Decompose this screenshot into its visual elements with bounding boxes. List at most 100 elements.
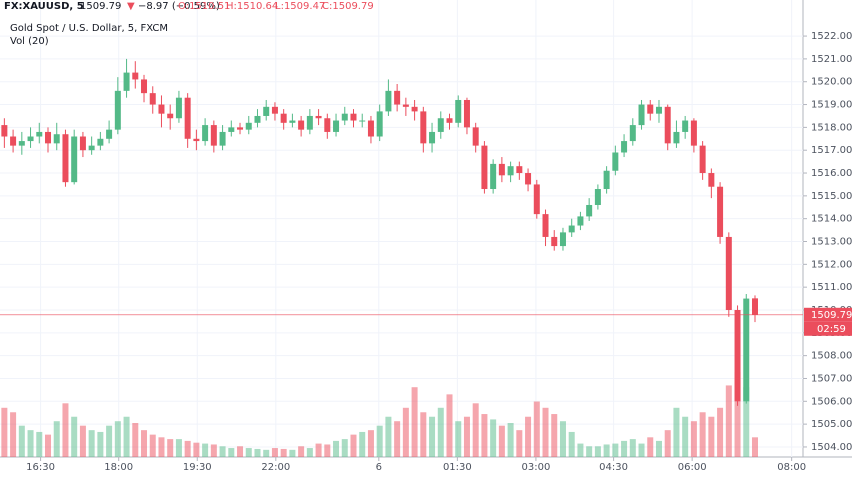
volume-bar: [298, 446, 305, 457]
low: L:1509.47: [275, 1, 325, 12]
candle-body: [411, 106, 418, 112]
candle-body: [420, 111, 427, 144]
volume-bar: [45, 434, 52, 457]
volume-bar: [429, 416, 436, 457]
volume-bar: [603, 444, 610, 457]
candle-body: [516, 166, 523, 174]
volume-bar: [123, 416, 130, 457]
candle-body: [367, 120, 374, 137]
volume-bar: [586, 446, 593, 457]
volume-bar: [315, 443, 322, 457]
volume-bar: [1, 407, 8, 457]
candle-body: [79, 136, 86, 151]
volume-bar: [62, 403, 69, 457]
candles: [0, 58, 803, 406]
volume-bar: [36, 431, 43, 457]
candle-body: [734, 309, 741, 402]
volume-bar: [682, 416, 689, 457]
candle-body: [559, 232, 566, 247]
volume-bar: [490, 419, 497, 457]
change: −8.97 (−0.59%): [138, 1, 220, 12]
volume-bar: [219, 446, 226, 457]
candle-body: [141, 79, 148, 94]
candle-body: [359, 120, 366, 122]
candle-body: [88, 145, 95, 151]
candle-body: [629, 125, 636, 142]
candle-body: [455, 99, 462, 123]
volume-bar: [141, 430, 148, 457]
candle-body: [27, 136, 34, 142]
volume-bar: [559, 421, 566, 457]
candle-body: [350, 113, 357, 121]
volume-bar: [193, 442, 200, 457]
volume-bar: [655, 440, 662, 457]
candle-body: [612, 152, 619, 171]
candle-body: [158, 104, 165, 114]
x-tick-label: 08:00: [777, 462, 806, 473]
volume-bar: [202, 443, 209, 457]
y-tick-label: 1511.00: [811, 282, 852, 293]
candle-body: [429, 131, 436, 144]
volume-bar: [53, 421, 60, 457]
volume-bar: [350, 434, 357, 457]
y-tick-label: 1522.00: [811, 31, 852, 42]
candle-body: [237, 127, 244, 130]
candle-body: [490, 163, 497, 190]
volume-bar: [237, 446, 244, 457]
volume-bar: [228, 448, 235, 457]
candle-body: [149, 93, 156, 105]
candle-body: [682, 120, 689, 132]
y-tick-label: 1515.00: [811, 191, 852, 202]
volume-bar: [175, 439, 182, 457]
open: O:1510.51: [178, 1, 230, 12]
volume-bar: [516, 430, 523, 457]
volume-bar: [594, 446, 601, 457]
volume-bar: [367, 430, 374, 457]
volume-bar: [27, 430, 34, 457]
candle-body: [673, 131, 680, 144]
volume-bar: [420, 412, 427, 457]
candle-body: [498, 163, 505, 176]
candle-body: [690, 120, 697, 146]
candle-body: [45, 131, 52, 144]
y-tick-label: 1514.00: [811, 214, 852, 225]
volume-bar: [97, 431, 104, 457]
volume-bar: [271, 448, 278, 457]
candle-body: [525, 173, 532, 185]
volume-bar: [306, 448, 313, 457]
candle-body: [446, 118, 453, 123]
candle-body: [586, 204, 593, 217]
volume-bar: [638, 443, 645, 457]
volume-bar: [734, 372, 741, 457]
volume-bar: [463, 416, 470, 457]
last-price-box: [804, 307, 852, 322]
volume-bar: [132, 423, 139, 457]
volume-bars: [1, 372, 758, 457]
volume-bar: [664, 430, 671, 457]
volume-bar: [577, 443, 584, 457]
candle-body: [53, 134, 60, 144]
volume-bar: [446, 394, 453, 457]
axis-labels: 1504.00 1505.00 1506.00 1507.00 1508.00 1509.…: [26, 31, 852, 473]
volume-bar: [106, 425, 113, 457]
volume-bar: [743, 387, 750, 457]
candle-body: [245, 122, 252, 130]
volume-bar: [647, 437, 654, 457]
volume-bar: [751, 437, 758, 457]
volume-bar: [385, 416, 392, 457]
y-tick-label: 1520.00: [811, 77, 852, 88]
candle-body: [333, 120, 340, 132]
volume-bar: [402, 407, 409, 457]
candle-body: [106, 129, 113, 139]
volume-bar: [359, 431, 366, 457]
candle-body: [298, 120, 305, 130]
candle-body: [132, 72, 139, 80]
candle-body: [655, 106, 662, 114]
volume-bar: [263, 449, 270, 457]
volume-bar: [533, 401, 540, 457]
countdown-label: 02:59: [817, 324, 846, 335]
volume-bar: [254, 448, 261, 457]
y-tick-label: 1507.00: [811, 373, 852, 384]
y-tick-label: 1505.00: [811, 419, 852, 430]
